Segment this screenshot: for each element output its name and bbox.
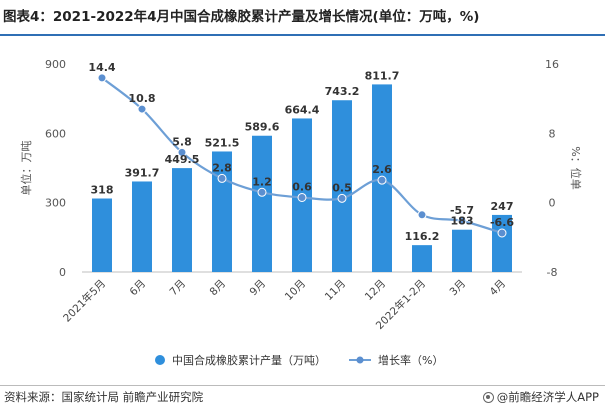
growth-value-label: 10.8 [128,92,155,105]
bar-value-label: 318 [91,184,114,197]
growth-value-label: 0.6 [292,180,312,193]
growth-point [337,193,347,203]
legend-line-dot [356,356,364,364]
bar [252,135,272,272]
bar [492,214,512,272]
bar-value-label: 391.7 [125,166,160,179]
growth-point [97,73,107,83]
growth-point [377,175,387,185]
brand-credit: @前瞻经济学人APP [482,389,599,405]
x-tick-label: 9月 [247,278,268,299]
bar [412,245,432,272]
x-tick-label: 6月 [127,278,148,299]
growth-line [97,73,507,238]
footer-divider [0,385,605,386]
growth-point [137,104,147,114]
y-left-tick-label: 600 [45,127,66,140]
y-left-tick-label: 900 [45,58,66,71]
bar-value-label: 589.6 [245,121,280,134]
bar [92,198,112,272]
bar-value-label: 449.5 [165,153,200,166]
y-right-tick-label: 16 [545,58,559,71]
bar-value-label: 743.2 [325,85,360,98]
bar [132,181,152,272]
growth-value-label: 5.8 [172,135,192,148]
growth-value-label: 0.5 [332,181,352,194]
growth-point [177,147,187,157]
growth-point [257,187,267,197]
bar-value-label: 247 [491,200,514,213]
brand-text: @前瞻经济学人APP [496,390,599,404]
x-tick-label: 7月 [167,278,188,299]
y-left-tick-label: 0 [59,266,66,279]
growth-value-label: 1.2 [252,175,272,188]
y-right-tick-label: 8 [549,127,556,140]
growth-value-label: -5.7 [450,204,474,217]
chart: 0 300 600 900 -8 0 8 16 单位：万吨 %：位单 2021年5月 6月 7月 8月 9月… [19,58,583,367]
growth-point [297,192,307,202]
source-note: 资料来源：国家统计局 前瞻产业研究院 [4,390,204,404]
growth-point [417,210,427,220]
y-right-tick-label: -8 [547,266,558,279]
x-tick-label: 4月 [487,278,508,299]
title-divider [0,34,605,36]
x-tick-label: 10月 [283,278,308,303]
y-right-axis-title: %：位单 [569,146,583,189]
y-right-tick-label: 0 [549,197,556,210]
x-tick-label: 11月 [323,278,348,303]
x-tick-label: 12月 [363,278,388,303]
legend-bar-marker [155,355,165,365]
legend-bar-label: 中国合成橡胶累计产量（万吨） [172,353,326,367]
legend-line-label: 增长率（%） [378,353,443,367]
bar-value-label: 521.5 [205,136,240,149]
legend: 中国合成橡胶累计产量（万吨） 增长率（%） [155,353,443,367]
chart-title: 图表4：2021-2022年4月中国合成橡胶累计产量及增长情况(单位：万吨，%) [3,9,480,25]
bar [332,100,352,272]
bar-value-label: 664.4 [285,103,320,116]
growth-point [457,216,467,226]
bar-value-label: 116.2 [405,230,440,243]
bar [452,229,472,272]
bar-value-label: 811.7 [365,69,400,82]
growth-point [217,173,227,183]
x-tick-label: 2021年5月 [60,277,108,325]
bar [172,168,192,272]
y-left-axis-title: 单位：万吨 [19,141,33,196]
brand-logo-icon [482,392,494,403]
x-tick-label: 8月 [207,278,228,299]
growth-value-label: 2.8 [212,161,232,174]
bar-value-label: 183 [451,215,474,228]
data-labels: 318 391.7 449.5 521.5 589.6 664.4 743.2 811.7 11… [88,61,514,243]
growth-point [497,228,507,238]
growth-value-label: -6.6 [490,216,514,229]
growth-value-label: 2.6 [372,163,392,176]
growth-value-label: 14.4 [88,61,115,74]
x-tick-label: 3月 [447,278,468,299]
y-left-tick-label: 300 [45,197,66,210]
